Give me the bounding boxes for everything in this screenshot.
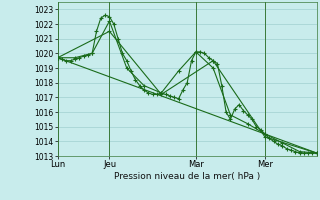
X-axis label: Pression niveau de la mer( hPa ): Pression niveau de la mer( hPa ) (114, 172, 260, 181)
